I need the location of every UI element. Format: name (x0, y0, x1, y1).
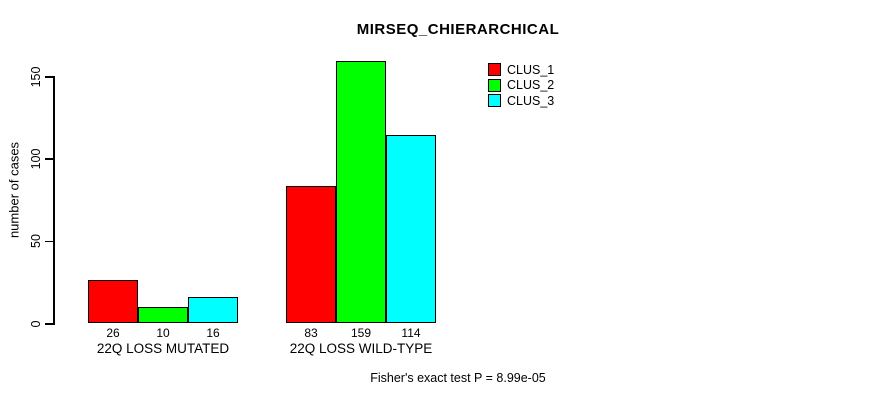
chart-title: MIRSEQ_CHIERARCHICAL (356, 21, 560, 38)
y-tick-label: 150 (29, 66, 43, 87)
y-tick-mark (45, 323, 53, 325)
y-axis-label: number of cases (6, 141, 22, 239)
bar-clus_1-group2 (286, 186, 336, 323)
legend-row: CLUS_3 (488, 93, 554, 109)
bar-clus_3-group1 (188, 296, 238, 323)
category-label: 22Q LOSS MUTATED (96, 341, 230, 356)
legend-row: CLUS_1 (488, 62, 554, 78)
bar-value-label: 26 (106, 326, 120, 340)
legend-label: CLUS_1 (507, 62, 555, 77)
bar-value-label: 159 (350, 326, 372, 340)
legend-label: CLUS_3 (507, 93, 555, 108)
legend-swatch-clus_1 (488, 63, 501, 77)
bar-clus_3-group2 (386, 135, 436, 323)
bar-value-label: 83 (304, 326, 318, 340)
bar-value-label: 16 (206, 326, 220, 340)
legend-row: CLUS_2 (488, 78, 554, 94)
legend: CLUS_1 CLUS_2 CLUS_3 (488, 62, 554, 109)
category-label: 22Q LOSS WILD-TYPE (289, 341, 433, 356)
bar-clus_2-group1 (138, 306, 188, 323)
bar-clus_2-group2 (336, 61, 386, 323)
bar-value-label: 10 (156, 326, 170, 340)
legend-swatch-clus_2 (488, 78, 501, 92)
fisher-test-annotation: Fisher's exact test P = 8.99e-05 (370, 371, 546, 385)
bar-clus_1-group1 (88, 280, 138, 323)
y-tick-mark (45, 240, 53, 243)
y-tick-label: 100 (29, 148, 43, 170)
y-tick-label: 50 (29, 234, 43, 249)
legend-label: CLUS_2 (507, 78, 555, 93)
y-axis-line (53, 76, 55, 325)
bar-value-label: 114 (401, 326, 421, 340)
y-tick-mark (45, 76, 53, 78)
y-tick-label: 0 (29, 320, 43, 327)
legend-swatch-clus_3 (488, 94, 501, 108)
y-tick-mark (45, 158, 53, 160)
